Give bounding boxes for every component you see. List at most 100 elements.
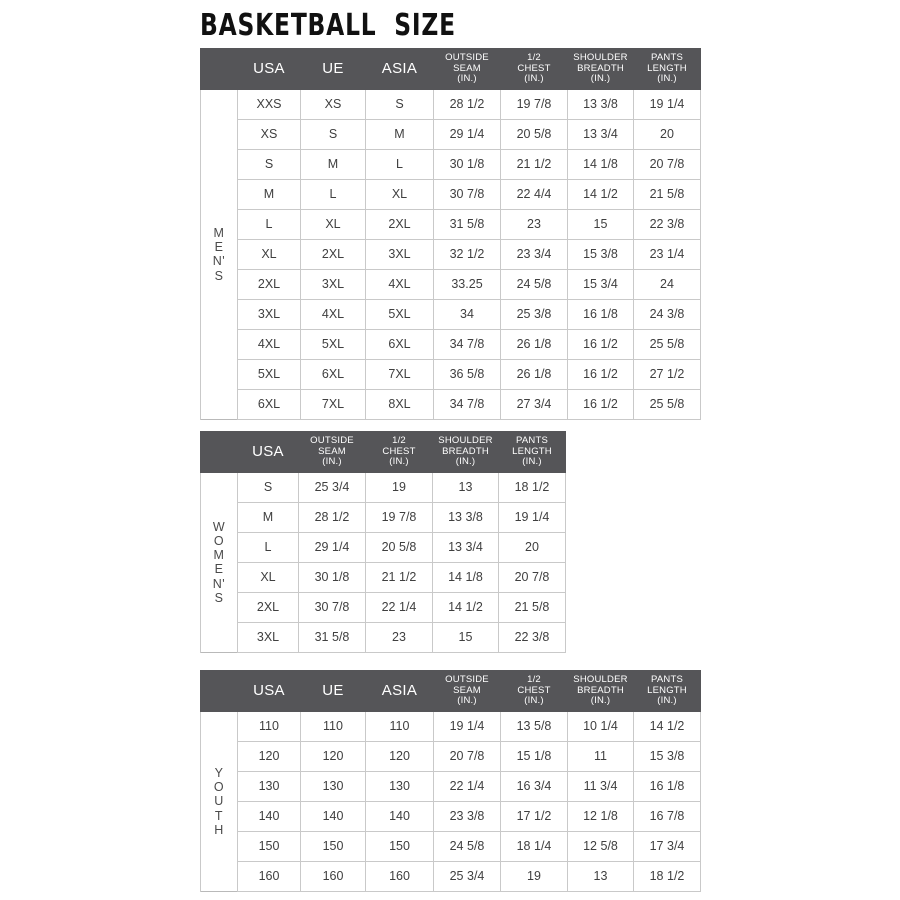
table-cell: XL (365, 178, 434, 210)
column-header-line: (IN.) (657, 73, 677, 85)
table-cell: 14 1/2 (432, 591, 499, 623)
table-cell: 7XL (365, 358, 434, 390)
table-cell: 25 5/8 (633, 388, 701, 420)
table-cell: 150 (237, 830, 301, 862)
group-label-letter: O (213, 533, 225, 548)
table-cell: 15 1/8 (500, 740, 568, 772)
table-cell: 23 (500, 208, 568, 240)
table-cell: 6XL (300, 358, 366, 390)
table-cell: 22 1/4 (365, 591, 433, 623)
column-header-line: LENGTH (647, 62, 687, 74)
table-cell: 19 7/8 (365, 501, 433, 533)
table-cell: 3XL (365, 238, 434, 270)
table-cell: 22 1/4 (433, 770, 501, 802)
column-header-line: ASIA (381, 681, 418, 699)
table-cell: 26 1/8 (500, 358, 568, 390)
column-header-line: LENGTH (512, 445, 552, 457)
table-row: XS S M 29 1/4 20 5/8 13 3/4 20 (201, 118, 701, 150)
table-cell: 18 1/2 (633, 860, 701, 892)
table-cell: 25 3/8 (500, 298, 568, 330)
table-cell: S (237, 471, 299, 503)
column-header-line: SHOULDER (573, 674, 628, 685)
table-cell: 24 (633, 268, 701, 300)
table-row: 3XL 31 5/8 23 15 22 3/8 (201, 621, 566, 653)
column-header: USA (237, 431, 299, 473)
table-cell: 14 1/8 (567, 148, 634, 180)
table-cell: 140 (237, 800, 301, 832)
table-cell: 25 3/4 (298, 471, 366, 503)
column-header: OUTSIDE SEAM (IN.) (433, 48, 501, 90)
table-cell: 26 1/8 (500, 328, 568, 360)
table-cell: 110 (365, 710, 434, 742)
column-header-line: (IN.) (524, 73, 544, 85)
column-header: UE (300, 48, 366, 90)
table-cell: 14 1/8 (432, 561, 499, 593)
table-row: XL 2XL 3XL 32 1/2 23 3/4 15 3/8 23 1/4 (201, 238, 701, 270)
table-cell: 13 5/8 (500, 710, 568, 742)
table-cell: 24 5/8 (500, 268, 568, 300)
column-header: 1/2 CHEST (IN.) (500, 670, 568, 712)
table-cell: 20 7/8 (633, 148, 701, 180)
table-cell: 13 (567, 860, 634, 892)
table-cell: 29 1/4 (298, 531, 366, 563)
table-cell: 11 3/4 (567, 770, 634, 802)
column-header: PANTS LENGTH (IN.) (498, 431, 566, 473)
table-cell: 22 4/4 (500, 178, 568, 210)
table-cell: 2XL (237, 268, 301, 300)
column-header: SHOULDER BREADTH (IN.) (432, 431, 499, 473)
table-cell: 13 3/4 (567, 118, 634, 150)
table-cell: 120 (365, 740, 434, 772)
column-header: PANTS LENGTH (IN.) (633, 48, 701, 90)
header-row: USA UE ASIA OUTSIDE SEAM (IN.) 1/2 CHEST (IN.) SH… (200, 670, 701, 712)
table-row: 140 140 140 23 3/8 17 1/2 12 1/8 16 7/8 (201, 800, 701, 832)
table-cell: 7XL (300, 388, 366, 420)
column-header: OUTSIDE SEAM (IN.) (433, 670, 501, 712)
table-cell: 33.25 (433, 268, 501, 300)
column-header-line: PANTS (651, 52, 683, 63)
table-cell: 18 1/2 (498, 471, 566, 503)
mens-size-table: USA UE ASIA OUTSIDE SEAM (IN.) 1/2 CHEST (IN.) SH… (200, 48, 701, 420)
table-cell: 5XL (365, 298, 434, 330)
table-cell: 16 1/2 (567, 388, 634, 420)
table-cell: 22 3/8 (633, 208, 701, 240)
table-row: L XL 2XL 31 5/8 23 15 22 3/8 (201, 208, 701, 240)
table-cell: 120 (300, 740, 366, 772)
table-cell: XL (300, 208, 366, 240)
table-row: 130 130 130 22 1/4 16 3/4 11 3/4 16 1/8 (201, 770, 701, 802)
column-header-line: BREADTH (577, 684, 624, 696)
table-cell: 15 3/8 (567, 238, 634, 270)
table-row: M E N' S XXS XS S 28 1/2 19 7/8 13 3/8 19 1/4 (200, 88, 701, 420)
table-cell: 19 1/4 (633, 88, 701, 120)
womens-size-table: USA OUTSIDE SEAM (IN.) 1/2 CHEST (IN.) SHOULDER… (200, 431, 566, 653)
table-cell: 21 5/8 (633, 178, 701, 210)
youth-table-header: USA UE ASIA OUTSIDE SEAM (IN.) 1/2 CHEST (IN.) SH… (200, 670, 701, 712)
column-header-line: (IN.) (524, 695, 544, 707)
table-cell: 4XL (237, 328, 301, 360)
column-header-line: (IN.) (457, 73, 477, 85)
column-header: UE (300, 670, 366, 712)
column-header-line: UE (322, 59, 344, 77)
column-header-line: (IN.) (522, 456, 542, 468)
table-cell: 160 (365, 860, 434, 892)
table-cell: M (237, 178, 301, 210)
column-header-line: OUTSIDE (310, 435, 354, 446)
table-cell: 130 (300, 770, 366, 802)
column-header-line: BREADTH (577, 62, 624, 74)
table-cell: 36 5/8 (433, 358, 501, 390)
column-header-line: (IN.) (457, 695, 477, 707)
table-row: XL 30 1/8 21 1/2 14 1/8 20 7/8 (201, 561, 566, 593)
mens-table-header: USA UE ASIA OUTSIDE SEAM (IN.) 1/2 CHEST (IN.) SH… (200, 48, 701, 90)
column-header: USA (237, 670, 301, 712)
column-header-line: OUTSIDE (445, 52, 489, 63)
table-row: 6XL 7XL 8XL 34 7/8 27 3/4 16 1/2 25 5/8 (201, 388, 701, 420)
table-cell: 17 1/2 (500, 800, 568, 832)
table-cell: XXS (237, 88, 301, 120)
group-label-letter: M (213, 548, 225, 563)
table-cell: 17 3/4 (633, 830, 701, 862)
table-row: 3XL 4XL 5XL 34 25 3/8 16 1/8 24 3/8 (201, 298, 701, 330)
column-header-line: OUTSIDE (445, 674, 489, 685)
table-cell: 25 3/4 (433, 860, 501, 892)
table-row: 160 160 160 25 3/4 19 13 18 1/2 (201, 860, 701, 892)
mens-header-corner (200, 48, 238, 90)
